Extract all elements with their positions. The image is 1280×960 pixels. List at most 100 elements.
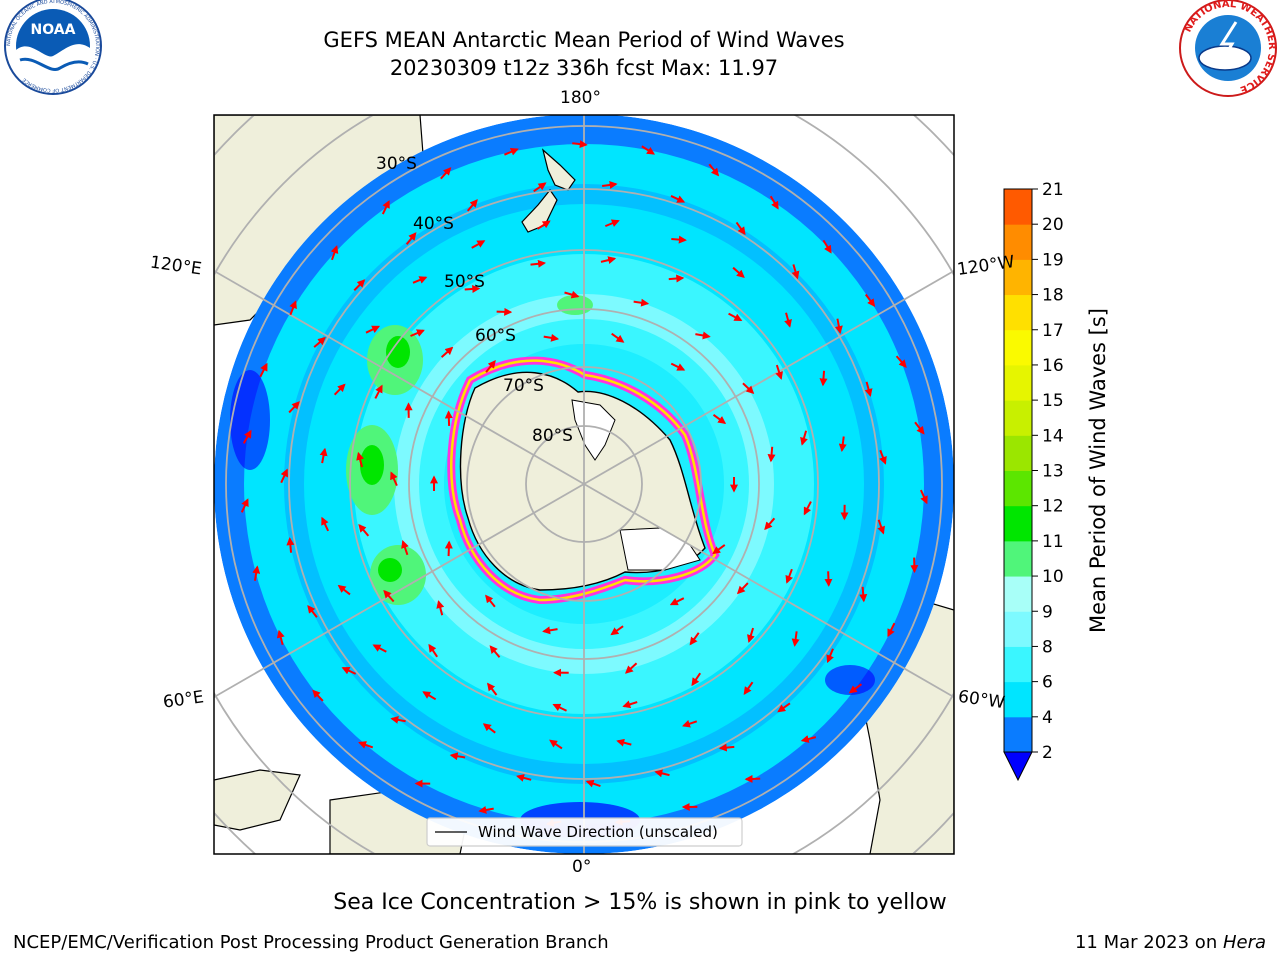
colorbar-segment: [1004, 435, 1032, 471]
colorbar-segment: [1004, 400, 1032, 436]
wind-wave-arrow: [564, 290, 580, 299]
lat-label-70s: 70°S: [503, 376, 544, 396]
lon-label-0: 0°: [572, 857, 592, 877]
colorbar-tick-label: 6: [1042, 673, 1053, 693]
wind-wave-arrow: [312, 689, 324, 702]
legend-label: Wind Wave Direction (unscaled): [478, 823, 718, 841]
wind-wave-arrow: [682, 719, 698, 728]
wind-wave-arrow: [670, 195, 686, 203]
colorbar-segment: [1004, 540, 1032, 577]
wind-wave-arrow: [572, 140, 588, 149]
wind-wave-arrow: [735, 221, 746, 236]
wind-wave-arrow: [449, 752, 466, 761]
wind-wave-arrow: [822, 239, 832, 254]
wind-wave-arrow: [410, 329, 425, 337]
wind-wave-arrow: [859, 586, 868, 603]
latitude-labels: 30°S 40°S 50°S 60°S 70°S 80°S: [376, 154, 573, 446]
lat-label-40s: 40°S: [413, 214, 454, 234]
wind-wave-arrow: [602, 181, 618, 189]
wind-wave-arrow: [381, 199, 390, 215]
wind-wave-arrow: [791, 264, 800, 280]
colorbar-segment: [1004, 224, 1032, 260]
wind-wave-arrow: [919, 489, 928, 505]
wind-wave-arrow: [353, 279, 366, 292]
colorbar-tick-label: 16: [1042, 356, 1064, 376]
lat-label-60s: 60°S: [475, 326, 516, 346]
wind-wave-arrow: [436, 600, 445, 616]
colorbar-segment: [1004, 364, 1032, 401]
wind-wave-arrow: [826, 648, 834, 664]
wind-wave-arrow: [669, 597, 685, 606]
wind-wave-arrow: [542, 626, 558, 635]
footer-host: Hera: [1222, 932, 1266, 953]
colorbar-tick-label: 15: [1042, 391, 1064, 411]
wind-wave-arrow: [742, 382, 755, 395]
wind-wave-arrow: [585, 779, 601, 788]
wind-wave-arrow: [288, 401, 300, 414]
wind-wave-arrow: [372, 644, 387, 653]
wind-wave-arrow: [914, 421, 925, 435]
sea-ice-caption: Sea Ice Concentration > 15% is shown in …: [333, 890, 947, 915]
wind-wave-arrow: [428, 643, 438, 658]
wind-wave-arrow: [800, 735, 817, 743]
wind-wave-arrow: [712, 544, 726, 555]
wind-wave-arrow: [791, 631, 800, 647]
wind-wave-arrow: [530, 259, 547, 268]
africa-land: [214, 769, 301, 831]
colorbar-tick-label: 11: [1042, 532, 1064, 552]
colorbar-tick-label: 9: [1042, 602, 1053, 622]
wind-wave-arrow: [440, 167, 452, 180]
colorbar-under-extension: [1003, 751, 1033, 782]
wind-wave-arrow: [478, 805, 494, 814]
wind-wave-arrow: [356, 451, 364, 468]
colorbar-segment: [1004, 646, 1032, 683]
wind-wave-arrow: [689, 632, 700, 646]
wind-wave-arrow: [286, 537, 295, 553]
wind-wave-arrow: [321, 516, 330, 532]
wind-wave-arrow: [668, 274, 685, 283]
wind-wave-arrow: [552, 703, 567, 712]
colorbar-segment: [1004, 611, 1032, 647]
lat-label-80s: 80°S: [532, 426, 573, 446]
wind-wave-arrow: [670, 362, 686, 371]
wind-wave-arrow: [276, 629, 285, 646]
wind-wave-arrow: [695, 331, 711, 340]
colorbar-tick-label: 12: [1042, 497, 1064, 517]
wind-wave-arrow: [736, 582, 749, 595]
wind-wave-arrows: [240, 140, 928, 827]
wind-wave-arrow: [422, 691, 437, 701]
colorbar-tick-label: 20: [1042, 215, 1064, 235]
colorbar-tick-label: 4: [1042, 708, 1053, 728]
wind-wave-arrow: [485, 594, 496, 608]
colorbar-segment: [1004, 329, 1032, 366]
wind-wave-arrow: [280, 468, 288, 484]
wind-wave-arrow: [600, 256, 617, 265]
wind-wave-arrow: [879, 449, 887, 465]
wind-wave-arrow: [712, 413, 727, 425]
colorbar-tick-label: 14: [1042, 426, 1064, 446]
wind-wave-arrow: [819, 370, 828, 387]
wind-wave-arrow: [633, 298, 650, 307]
wind-wave-arrow: [330, 245, 339, 261]
ross-ice-shelf: [571, 399, 616, 461]
wind-wave-arrow: [242, 429, 252, 444]
colorbar-segment: [1004, 716, 1032, 753]
wind-wave-arrow: [654, 769, 670, 778]
colorbar-tick-label: 17: [1042, 321, 1064, 341]
wind-wave-arrow: [489, 645, 501, 658]
colorbar-segment: [1004, 294, 1032, 331]
wind-wave-arrow: [390, 471, 398, 487]
wind-wave-arrow: [671, 235, 687, 244]
wind-wave-arrow: [252, 565, 261, 581]
legend: Wind Wave Direction (unscaled): [426, 817, 743, 847]
wind-wave-arrow: [549, 739, 563, 750]
wind-wave-arrow: [358, 741, 374, 749]
wind-wave-arrow: [691, 672, 702, 687]
wind-wave-arrow: [625, 662, 638, 674]
wind-wave-arrow: [785, 568, 793, 584]
colorbar-tick-label: 13: [1042, 462, 1064, 482]
wind-wave-arrow: [365, 325, 381, 334]
wind-wave-arrow: [482, 723, 496, 734]
wind-wave-arrow: [516, 773, 532, 782]
